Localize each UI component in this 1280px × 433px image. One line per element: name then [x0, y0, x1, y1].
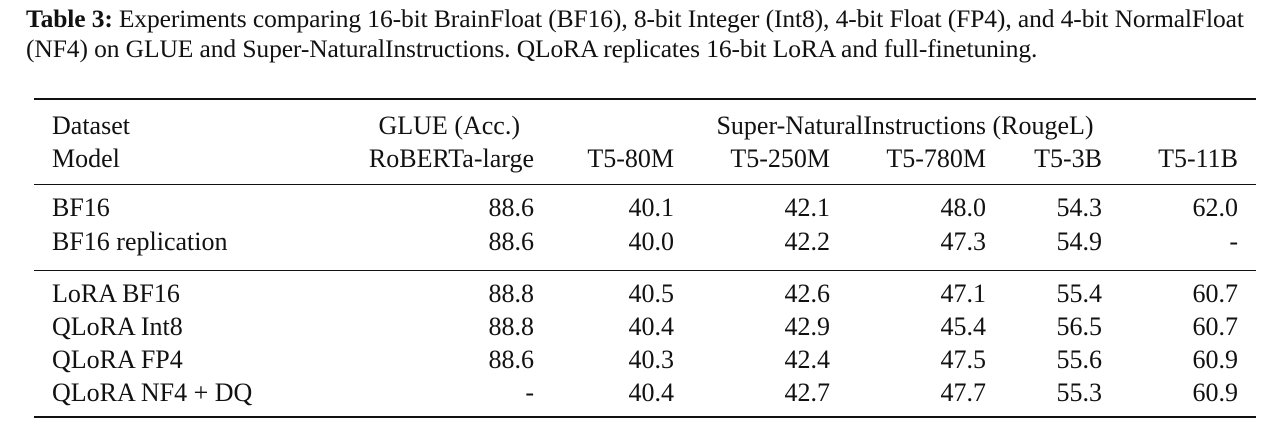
cell-value: 42.2: [784, 227, 831, 256]
cell-value: -: [1229, 227, 1238, 256]
header-sni-group: Super-NaturalInstructions (RougeL): [716, 111, 1094, 140]
header-model-t5-11b: T5-11B: [1158, 144, 1238, 173]
cell-value: 54.3: [1056, 193, 1103, 222]
cell-value: 47.7: [940, 378, 987, 407]
row-label: QLoRA Int8: [52, 312, 183, 341]
header-rule: [34, 184, 1256, 186]
table-top-rule: [34, 98, 1256, 100]
row-label: BF16: [52, 193, 110, 222]
row-label: BF16 replication: [52, 227, 228, 256]
cell-value: 40.4: [628, 378, 675, 407]
cell-value: 40.0: [628, 227, 675, 256]
cell-value: 42.7: [784, 378, 831, 407]
row-label: QLoRA NF4 + DQ: [52, 378, 253, 407]
cell-value: 48.0: [940, 193, 987, 222]
cell-value: 40.4: [628, 312, 675, 341]
row-label: LoRA BF16: [52, 279, 180, 308]
cell-value: 42.6: [784, 279, 831, 308]
cell-value: 47.3: [940, 227, 987, 256]
cell-value: -: [525, 378, 534, 407]
cell-value: 88.6: [488, 345, 535, 374]
cell-value: 56.5: [1056, 312, 1103, 341]
cell-value: 54.9: [1056, 227, 1103, 256]
cell-value: 40.3: [628, 345, 675, 374]
header-model-label: Model: [52, 144, 120, 173]
caption-text: Experiments comparing 16-bit BrainFloat …: [26, 4, 1244, 63]
cell-value: 88.6: [488, 227, 535, 256]
cell-value: 47.1: [940, 279, 987, 308]
header-model-t5-3b: T5-3B: [1034, 144, 1102, 173]
cell-value: 60.7: [1192, 312, 1239, 341]
cell-value: 60.9: [1192, 345, 1239, 374]
header-glue-group: GLUE (Acc.): [378, 111, 521, 140]
header-model-t5-250m: T5-250M: [730, 144, 830, 173]
row-label: QLoRA FP4: [52, 345, 183, 374]
cell-value: 45.4: [940, 312, 987, 341]
cell-value: 88.8: [488, 312, 535, 341]
header-model-t5-80m: T5-80M: [587, 144, 674, 173]
cell-value: 55.4: [1056, 279, 1103, 308]
header-model-t5-780m: T5-780M: [886, 144, 986, 173]
cell-value: 40.1: [628, 193, 675, 222]
cell-value: 42.4: [784, 345, 831, 374]
cell-value: 42.1: [784, 193, 831, 222]
cell-value: 88.8: [488, 279, 535, 308]
cell-value: 42.9: [784, 312, 831, 341]
table-bottom-rule: [34, 416, 1256, 418]
cell-value: 60.9: [1192, 378, 1239, 407]
cell-value: 60.7: [1192, 279, 1239, 308]
cell-value: 40.5: [628, 279, 675, 308]
caption-label: Table 3:: [26, 4, 113, 33]
header-model-roberta: RoBERTa-large: [368, 144, 534, 173]
cell-value: 55.6: [1056, 345, 1103, 374]
cell-value: 88.6: [488, 193, 535, 222]
cell-value: 62.0: [1192, 193, 1239, 222]
table-caption: Table 3: Experiments comparing 16-bit Bra…: [26, 4, 1258, 64]
group-separator-rule: [34, 270, 1256, 272]
cell-value: 55.3: [1056, 378, 1103, 407]
header-dataset-label: Dataset: [52, 111, 130, 140]
cell-value: 47.5: [940, 345, 987, 374]
